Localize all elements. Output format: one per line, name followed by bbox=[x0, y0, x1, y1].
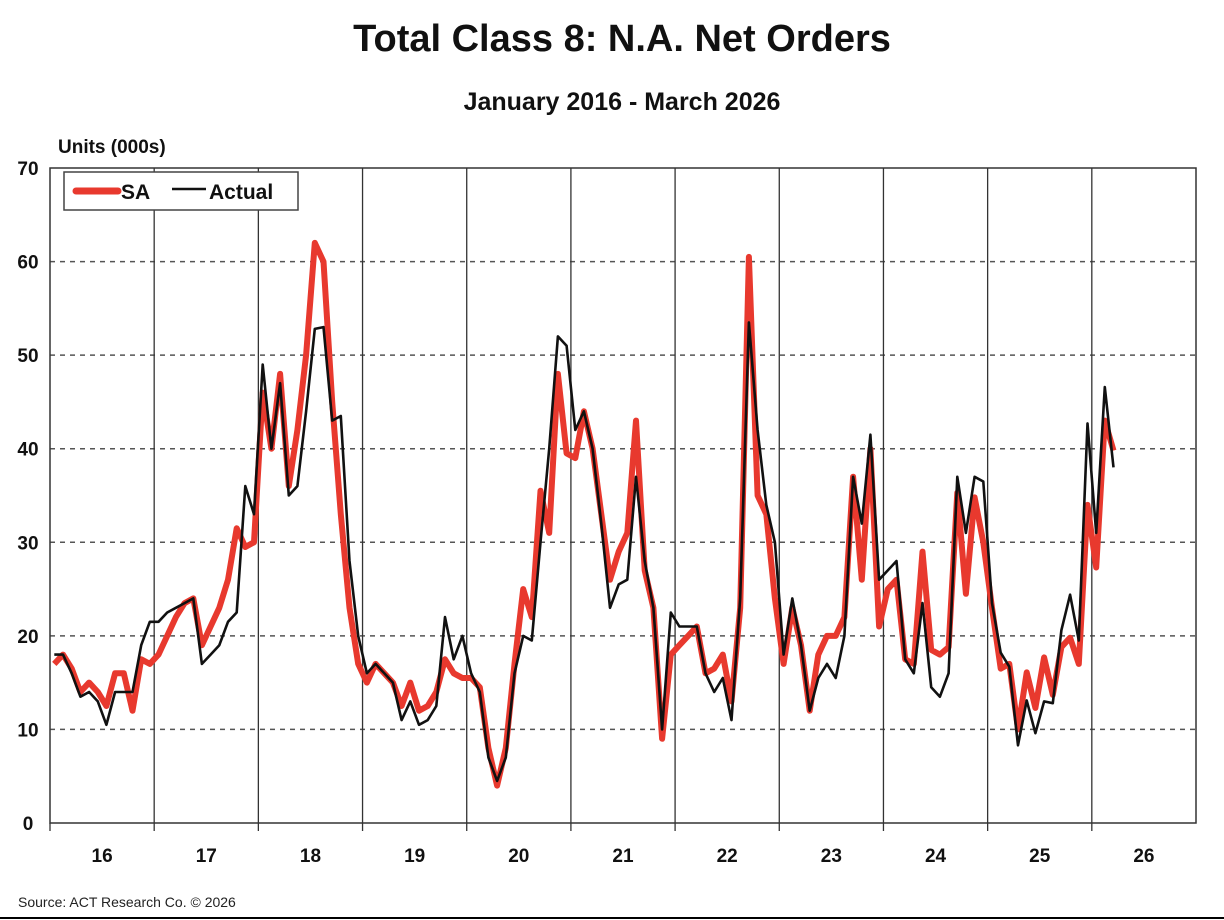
legend-label-sa: SA bbox=[121, 181, 150, 204]
legend-label-actual: Actual bbox=[209, 181, 273, 204]
y-tick-label: 60 bbox=[17, 253, 38, 274]
y-tick-label: 50 bbox=[17, 346, 38, 367]
chart-subtitle: January 2016 - March 2026 bbox=[463, 88, 781, 116]
x-tick-label: 19 bbox=[404, 846, 425, 867]
y-tick-label: 20 bbox=[17, 627, 38, 648]
x-tick-label: 23 bbox=[821, 846, 842, 867]
y-tick-label: 10 bbox=[17, 720, 38, 741]
y-axis-label: Units (000s) bbox=[58, 137, 166, 158]
x-tick-label: 20 bbox=[508, 846, 529, 867]
x-tick-label: 16 bbox=[92, 846, 113, 867]
x-tick-label: 21 bbox=[612, 846, 634, 867]
y-tick-label: 30 bbox=[17, 533, 38, 554]
source-note: Source: ACT Research Co. © 2026 bbox=[18, 894, 236, 910]
x-tick-label: 24 bbox=[925, 846, 947, 867]
chart-title: Total Class 8: N.A. Net Orders bbox=[353, 18, 891, 60]
series-line-actual bbox=[54, 321, 1115, 783]
x-tick-label: 25 bbox=[1029, 846, 1051, 867]
y-tick-label: 40 bbox=[17, 440, 38, 461]
x-tick-label: 17 bbox=[196, 846, 217, 867]
x-tick-label: 22 bbox=[717, 846, 738, 867]
x-tick-label: 26 bbox=[1133, 846, 1154, 867]
y-tick-label: 70 bbox=[17, 159, 38, 180]
y-tick-label: 0 bbox=[23, 814, 34, 835]
plot-frame bbox=[49, 167, 1197, 824]
x-tick-label: 18 bbox=[300, 846, 321, 867]
